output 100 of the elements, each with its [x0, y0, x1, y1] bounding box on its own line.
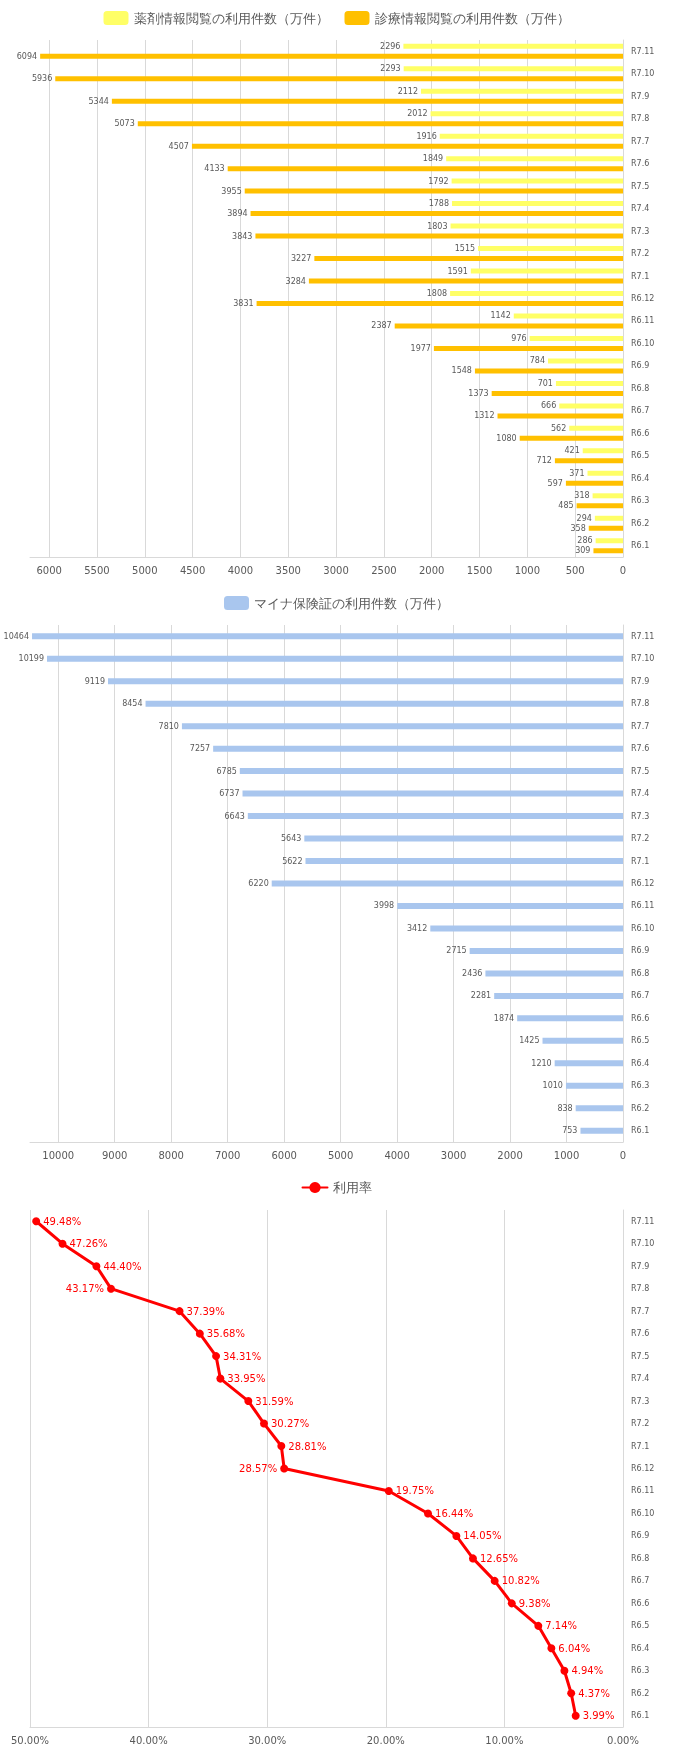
bar: [478, 246, 623, 252]
data-label: 3227: [290, 254, 312, 264]
data-label: 30.27%: [271, 1418, 310, 1430]
bar: [314, 256, 623, 262]
data-label: 1548: [451, 366, 472, 376]
y-tick-label: R6.11: [631, 1486, 655, 1496]
y-tick-label: R6.12: [631, 294, 655, 303]
x-tick-label: 0: [619, 564, 627, 576]
data-label: 3.99%: [582, 1710, 615, 1722]
y-tick-label: R6.12: [631, 879, 655, 888]
y-tick-label: R7.10: [631, 654, 655, 664]
x-tick-label: 10.00%: [485, 1734, 524, 1746]
y-tick-label: R6.2: [631, 1103, 650, 1113]
bar: [587, 470, 623, 476]
x-tick-label: 1000: [553, 1149, 580, 1161]
x-tick-label: 9000: [101, 1149, 128, 1161]
x-tick-label: 4000: [227, 564, 254, 576]
data-label: 9119: [84, 676, 105, 686]
data-label: 371: [569, 468, 585, 478]
y-tick-label: R6.6: [631, 1013, 650, 1023]
legend-label: 利用率: [332, 1180, 372, 1195]
bar: [559, 403, 623, 409]
data-label: 19.75%: [395, 1485, 434, 1497]
y-tick-label: R7.2: [631, 834, 650, 844]
data-label: 10199: [18, 654, 44, 664]
bar: [494, 992, 623, 999]
data-label: 2112: [397, 86, 418, 96]
point: [212, 1352, 221, 1361]
data-label: 421: [564, 446, 580, 456]
bar: [394, 323, 623, 329]
bar: [513, 313, 623, 319]
bar: [497, 413, 623, 419]
data-label: 31.59%: [255, 1395, 294, 1407]
data-label: 6737: [219, 789, 240, 799]
y-tick-label: R6.11: [631, 316, 655, 326]
data-label: 3843: [232, 231, 253, 241]
bar: [582, 448, 623, 454]
y-tick-label: R7.8: [631, 114, 650, 124]
data-label: 1788: [428, 199, 449, 209]
y-tick-label: R6.8: [631, 968, 650, 978]
data-label: 1874: [493, 1013, 515, 1023]
y-tick-label: R7.9: [631, 676, 650, 686]
bar: [519, 435, 623, 441]
bar: [403, 66, 623, 72]
data-label: 294: [576, 513, 592, 523]
bar: [580, 1127, 623, 1134]
y-tick-label: R7.4: [631, 789, 650, 799]
data-label: 1515: [454, 244, 476, 254]
bar: [575, 1105, 623, 1112]
data-label: 3831: [233, 299, 254, 308]
data-label: 2293: [380, 64, 401, 74]
data-label: 28.81%: [288, 1440, 327, 1452]
data-label: 4.37%: [578, 1687, 610, 1699]
y-tick-label: R7.7: [631, 721, 650, 731]
bar: [255, 233, 623, 239]
bar: [565, 1082, 623, 1089]
x-tick-label: 5000: [327, 1149, 354, 1161]
data-label: 976: [511, 333, 527, 343]
data-label: 838: [557, 1103, 573, 1113]
x-tick-label: 2500: [371, 564, 397, 576]
bar: [308, 278, 623, 284]
data-label: 6.04%: [558, 1642, 591, 1654]
x-tick-label: 3000: [440, 1149, 467, 1161]
data-label: 753: [562, 1126, 578, 1136]
y-tick-label: R6.8: [631, 1553, 650, 1563]
y-tick-label: R7.1: [631, 1441, 650, 1451]
y-tick-label: R7.11: [631, 1216, 655, 1226]
bar: [588, 525, 623, 531]
bar: [181, 723, 623, 730]
data-label: 666: [541, 401, 557, 411]
data-label: 1808: [426, 289, 448, 298]
data-label: 2715: [446, 946, 467, 956]
data-label: 1591: [447, 266, 468, 276]
y-tick-label: R6.4: [631, 1058, 650, 1068]
bar: [517, 1015, 623, 1022]
x-tick-label: 50.00%: [10, 1734, 50, 1746]
bar: [594, 515, 623, 521]
data-label: 712: [536, 456, 552, 466]
legend-label: 薬剤情報閲覧の利用件数（万件）: [133, 10, 329, 26]
y-tick-label: R7.3: [631, 811, 650, 821]
y-tick-label: R7.4: [631, 1374, 650, 1384]
bar: [430, 111, 623, 117]
y-tick-label: R7.2: [631, 1419, 650, 1429]
x-tick-label: 4500: [179, 564, 206, 576]
x-tick-label: 500: [565, 564, 585, 576]
y-tick-label: R6.3: [631, 1081, 650, 1091]
x-tick-label: 5000: [132, 564, 158, 576]
x-tick-label: 8000: [158, 1149, 184, 1161]
point: [547, 1644, 556, 1653]
legend-label: マイナ保険証の利用件数（万件）: [254, 595, 449, 611]
data-label: 3998: [373, 901, 395, 911]
bar: [247, 813, 623, 820]
x-tick-label: 0.00%: [607, 1734, 639, 1746]
bar: [250, 211, 623, 217]
bar: [421, 88, 623, 94]
y-tick-label: R6.12: [631, 1464, 655, 1473]
bar: [111, 98, 623, 104]
data-label: 5643: [280, 834, 302, 844]
point: [216, 1374, 225, 1383]
y-tick-label: R6.11: [631, 901, 655, 911]
